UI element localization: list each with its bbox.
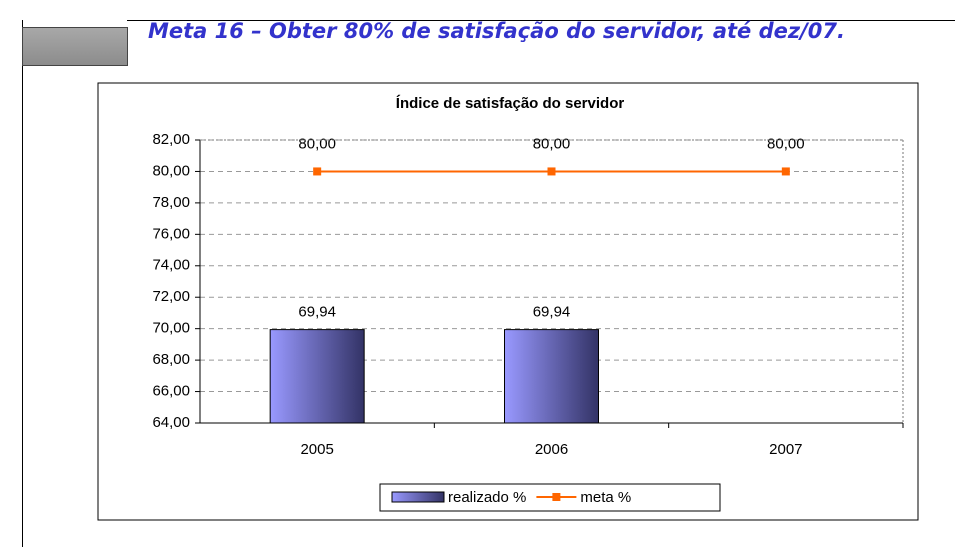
marker bbox=[781, 167, 790, 176]
y-tick-label: 74,00 bbox=[152, 257, 190, 274]
heading: Meta 16 – Obter 80% de satisfação do ser… bbox=[148, 19, 845, 43]
chart-title: Índice de satisfação do servidor bbox=[396, 95, 625, 112]
chart-border bbox=[97, 82, 919, 521]
y-tick-label: 72,00 bbox=[152, 288, 190, 305]
y-tick-label: 66,00 bbox=[152, 383, 190, 400]
frame-left bbox=[22, 20, 23, 547]
legend-marker bbox=[552, 493, 561, 501]
legend-swatch bbox=[391, 491, 445, 503]
heading-box bbox=[22, 27, 128, 66]
x-tick-label: 2006 bbox=[535, 441, 568, 458]
y-tick-label: 68,00 bbox=[152, 351, 190, 368]
x-tick-label: 2005 bbox=[300, 441, 333, 458]
bar bbox=[504, 329, 599, 424]
legend-label: realizado % bbox=[448, 489, 526, 506]
data-label: 69,94 bbox=[533, 304, 571, 321]
data-label: 80,00 bbox=[767, 135, 805, 152]
legend-label: meta % bbox=[580, 489, 631, 506]
x-tick-label: 2007 bbox=[769, 441, 802, 458]
marker bbox=[313, 167, 322, 176]
y-tick-label: 70,00 bbox=[152, 320, 190, 337]
y-tick-label: 82,00 bbox=[152, 131, 190, 148]
frame-top bbox=[127, 20, 955, 21]
y-tick-label: 80,00 bbox=[152, 162, 190, 179]
data-label: 69,94 bbox=[298, 304, 336, 321]
bar bbox=[269, 329, 365, 424]
y-tick-label: 64,00 bbox=[152, 414, 190, 431]
data-label: 80,00 bbox=[533, 135, 571, 152]
data-label: 80,00 bbox=[298, 135, 336, 152]
marker bbox=[547, 167, 556, 176]
y-tick-label: 78,00 bbox=[152, 194, 190, 211]
y-tick-label: 76,00 bbox=[152, 225, 190, 242]
